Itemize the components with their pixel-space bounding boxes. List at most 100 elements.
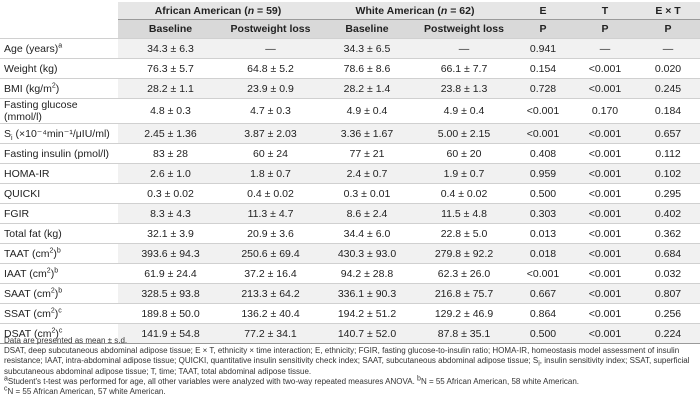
cell-e: 0.941 xyxy=(512,38,575,59)
cell-wa-post: 23.8 ± 1.3 xyxy=(416,78,513,99)
row-label: Fasting insulin (pmol/l) xyxy=(0,143,118,164)
row-label: Total fat (kg) xyxy=(0,223,118,244)
cell-aa-post: 1.8 ± 0.7 xyxy=(223,163,318,184)
cell-t: <0.001 xyxy=(574,303,637,324)
cell-aa-post: 64.8 ± 5.2 xyxy=(223,58,318,79)
table-body: Age (years)a 34.3 ± 6.3—34.3 ± 6.5—0.941—… xyxy=(0,38,700,344)
cell-wa-base: 34.3 ± 6.5 xyxy=(318,38,416,59)
footnote-stats: aStudent's t-test was performed for age,… xyxy=(4,375,580,386)
row-label: QUICKI xyxy=(0,183,118,204)
cell-wa-post: 11.5 ± 4.8 xyxy=(416,203,513,224)
cell-wa-base: 78.6 ± 8.6 xyxy=(318,58,416,79)
cell-ext: 0.807 xyxy=(636,283,700,304)
cell-ext: 0.362 xyxy=(636,223,700,244)
cell-ext: 0.684 xyxy=(636,243,700,264)
table-footnotes: Data are presented as mean ± s.d. DSAT, … xyxy=(4,336,696,397)
cell-ext: 0.020 xyxy=(636,58,700,79)
cell-wa-base: 140.7 ± 52.0 xyxy=(318,323,416,344)
cell-t: <0.001 xyxy=(574,78,637,99)
cell-aa-post: — xyxy=(223,38,318,59)
header-t: T xyxy=(574,2,637,20)
cell-e: 0.728 xyxy=(512,78,575,99)
cell-wa-post: 129.2 ± 46.9 xyxy=(416,303,513,324)
cell-aa-post: 3.87 ± 2.03 xyxy=(223,123,318,144)
header-group-african-american: African American (n = 59) xyxy=(118,2,318,20)
cell-wa-post: 4.9 ± 0.4 xyxy=(416,98,513,124)
cell-wa-base: 4.9 ± 0.4 xyxy=(318,98,416,124)
cell-aa-base: 34.3 ± 6.3 xyxy=(118,38,223,59)
cell-e: 0.013 xyxy=(512,223,575,244)
cell-aa-base: 83 ± 28 xyxy=(118,143,223,164)
table-row: SSAT (cm2)c 189.8 ± 50.0 136.2 ± 40.4 194.2… xyxy=(0,303,700,324)
table-row: HOMA-IR 2.6 ± 1.0 1.8 ± 0.7 2.4 ± 0.7 1.9 ± … xyxy=(0,163,700,184)
cell-e: 0.018 xyxy=(512,243,575,264)
cell-ext: — xyxy=(636,38,700,59)
cell-ext: 0.402 xyxy=(636,203,700,224)
cell-t: <0.001 xyxy=(574,143,637,164)
table-row: Total fat (kg) 32.1 ± 3.9 20.9 ± 3.6 34.4 ±… xyxy=(0,223,700,244)
cell-t: 0.170 xyxy=(574,98,637,124)
cell-e: 0.408 xyxy=(512,143,575,164)
cell-aa-post: 0.4 ± 0.02 xyxy=(223,183,318,204)
header-p-e: P xyxy=(512,19,575,39)
results-table: African American (n = 59) White American… xyxy=(0,2,700,344)
row-label: SSAT (cm2)c xyxy=(0,303,118,324)
table-row: FGIR 8.3 ± 4.3 11.3 ± 4.7 8.6 ± 2.4 11.5 ± 4… xyxy=(0,203,700,224)
table-row: Si (×10⁻⁴min⁻¹/μIU/ml) 2.45 ± 1.36 3.87 ± … xyxy=(0,123,700,144)
table-row: DSAT (cm2)c 141.9 ± 54.8 77.2 ± 34.1 140.7 … xyxy=(0,323,700,344)
cell-aa-post: 4.7 ± 0.3 xyxy=(223,98,318,124)
row-label: BMI (kg/m2) xyxy=(0,78,118,99)
cell-e: <0.001 xyxy=(512,98,575,124)
cell-ext: 0.032 xyxy=(636,263,700,284)
cell-wa-post: 279.8 ± 92.2 xyxy=(416,243,513,264)
cell-t: <0.001 xyxy=(574,283,637,304)
row-label: Age (years)a xyxy=(0,38,118,59)
table-row: Age (years)a 34.3 ± 6.3—34.3 ± 6.5—0.941—… xyxy=(0,38,700,59)
header-wa-postweight: Postweight loss xyxy=(416,19,513,39)
header-group-white-american: White American (n = 62) xyxy=(318,2,513,20)
cell-aa-post: 23.9 ± 0.9 xyxy=(223,78,318,99)
table-row: SAAT (cm2)b 328.5 ± 93.8 213.3 ± 64.2 336.1… xyxy=(0,283,700,304)
header-aa-baseline: Baseline xyxy=(118,19,223,39)
cell-wa-post: 0.4 ± 0.02 xyxy=(416,183,513,204)
cell-e: 0.154 xyxy=(512,58,575,79)
row-label: TAAT (cm2)b xyxy=(0,243,118,264)
cell-wa-base: 34.4 ± 6.0 xyxy=(318,223,416,244)
cell-wa-base: 194.2 ± 51.2 xyxy=(318,303,416,324)
cell-aa-base: 4.8 ± 0.3 xyxy=(118,98,223,124)
cell-aa-post: 37.2 ± 16.4 xyxy=(223,263,318,284)
row-label: Si (×10⁻⁴min⁻¹/μIU/ml) xyxy=(0,123,118,144)
cell-wa-base: 28.2 ± 1.4 xyxy=(318,78,416,99)
header-corner xyxy=(0,2,118,20)
header-aa-postweight: Postweight loss xyxy=(223,19,318,39)
cell-aa-post: 213.3 ± 64.2 xyxy=(223,283,318,304)
cell-wa-base: 430.3 ± 93.0 xyxy=(318,243,416,264)
cell-wa-base: 0.3 ± 0.01 xyxy=(318,183,416,204)
cell-wa-post: 22.8 ± 5.0 xyxy=(416,223,513,244)
cell-wa-post: 66.1 ± 7.7 xyxy=(416,58,513,79)
cell-aa-base: 28.2 ± 1.1 xyxy=(118,78,223,99)
footnote-n: cN = 55 African American, 57 white Ameri… xyxy=(4,385,166,397)
cell-t: <0.001 xyxy=(574,323,637,344)
cell-e: <0.001 xyxy=(512,263,575,284)
cell-wa-base: 2.4 ± 0.7 xyxy=(318,163,416,184)
cell-ext: 0.112 xyxy=(636,143,700,164)
cell-ext: 0.184 xyxy=(636,98,700,124)
cell-ext: 0.256 xyxy=(636,303,700,324)
cell-wa-base: 77 ± 21 xyxy=(318,143,416,164)
table-row: BMI (kg/m2) 28.2 ± 1.1 23.9 ± 0.9 28.2 ± 1.… xyxy=(0,78,700,99)
table-row: Fasting glucose (mmol/l) 4.8 ± 0.3 4.7 ± 0… xyxy=(0,98,700,124)
cell-e: <0.001 xyxy=(512,123,575,144)
footnote-mean: Data are presented as mean ± s.d. xyxy=(4,336,128,345)
table-row: QUICKI 0.3 ± 0.02 0.4 ± 0.02 0.3 ± 0.01 0.4 … xyxy=(0,183,700,204)
cell-t: <0.001 xyxy=(574,163,637,184)
row-label: SAAT (cm2)b xyxy=(0,283,118,304)
cell-aa-base: 76.3 ± 5.7 xyxy=(118,58,223,79)
cell-e: 0.500 xyxy=(512,183,575,204)
header-ext: E × T xyxy=(636,2,700,20)
cell-ext: 0.295 xyxy=(636,183,700,204)
cell-aa-base: 32.1 ± 3.9 xyxy=(118,223,223,244)
row-label: DSAT (cm2)c xyxy=(0,323,118,344)
cell-t: <0.001 xyxy=(574,58,637,79)
cell-t: <0.001 xyxy=(574,223,637,244)
